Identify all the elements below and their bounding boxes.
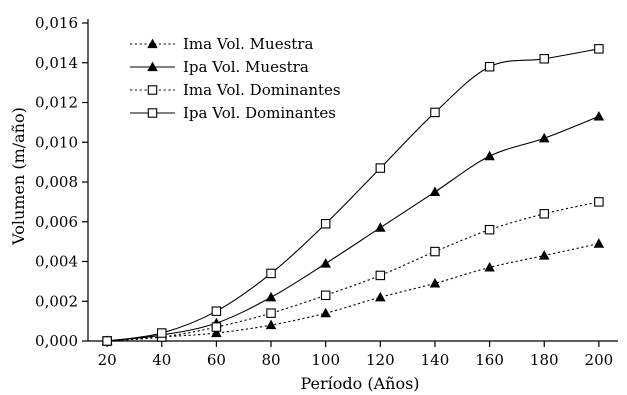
legend-item: Ipa Vol. Muestra (130, 58, 309, 76)
legend-marker (147, 108, 158, 118)
data-point (375, 222, 386, 232)
series-line (107, 201, 599, 342)
y-axis-title: Volumen (m/año) (9, 107, 28, 246)
y-tick-label: 0,016 (35, 14, 78, 32)
data-point (539, 209, 549, 219)
data-point (265, 319, 277, 330)
series-ipa-vol-muestra (101, 110, 605, 346)
series-ima-vol-dominantes (102, 197, 604, 346)
data-point (266, 268, 276, 279)
data-point (320, 218, 331, 229)
x-tick-label: 180 (530, 351, 559, 369)
legend-marker (147, 85, 158, 95)
data-point (538, 132, 550, 143)
x-tick-label: 140 (421, 351, 450, 369)
data-point (430, 107, 440, 118)
legend-label: Ima Vol. Dominantes (183, 81, 341, 99)
data-point (375, 163, 386, 173)
y-tick-label: 0,010 (35, 133, 78, 151)
data-point (484, 262, 495, 272)
data-point (429, 186, 441, 197)
y-tick-label: 0,008 (35, 173, 78, 191)
legend-label: Ipa Vol. Dominantes (183, 104, 336, 122)
legend-marker (147, 61, 158, 72)
y-tick-label: 0,004 (35, 253, 78, 271)
legend-marker (147, 38, 158, 49)
x-tick-label: 80 (261, 351, 280, 369)
chart-axes: 0,000 0,002 0,004 0,006 0,008 0,010 0,012 0,014… (35, 14, 618, 369)
data-point (538, 250, 550, 260)
series-ipa-vol-dominantes (102, 44, 604, 346)
data-point (320, 258, 331, 268)
data-point (539, 54, 549, 64)
series-line (107, 115, 600, 342)
y-tick-label: 0,012 (35, 94, 78, 112)
x-axis-title: Período (Años) (300, 374, 419, 393)
legend-label: Ipa Vol. Muestra (183, 58, 309, 76)
y-tick-label: 0,006 (35, 213, 78, 231)
data-point (594, 197, 604, 207)
data-point (211, 322, 222, 332)
x-tick-label: 200 (585, 351, 614, 369)
x-tick-label: 40 (152, 351, 171, 369)
data-point (593, 110, 605, 121)
data-point (266, 308, 276, 318)
series-line (107, 48, 599, 342)
legend-item: Ipa Vol. Dominantes (130, 104, 336, 122)
data-point (484, 224, 495, 235)
x-tick-label: 120 (366, 351, 395, 369)
chart-series (101, 44, 605, 346)
data-point (429, 277, 441, 288)
data-point (375, 291, 386, 302)
data-point (102, 336, 112, 346)
x-tick-label: 160 (475, 351, 504, 369)
data-point (157, 328, 167, 338)
x-tick-label: 100 (311, 351, 340, 369)
legend-item: Ima Vol. Dominantes (130, 81, 341, 99)
data-point (484, 61, 495, 72)
data-point (375, 270, 386, 281)
data-point (484, 150, 495, 161)
data-point (211, 327, 222, 338)
y-tick-label: 0,014 (35, 54, 78, 72)
data-point (211, 306, 222, 316)
legend-item: Ima Vol. Muestra (130, 35, 313, 53)
y-tick-label: 0,002 (35, 292, 78, 310)
data-point (320, 290, 331, 301)
data-point (320, 307, 331, 318)
x-tick-label: 60 (207, 351, 226, 369)
data-point (430, 246, 440, 257)
legend-label: Ima Vol. Muestra (183, 35, 313, 53)
series-line (107, 243, 599, 342)
chart-legend: Ima Vol. Muestra Ipa Vol. Muestra Ima Vol.… (130, 35, 341, 122)
data-point (265, 291, 277, 302)
series-ima-vol-muestra (101, 238, 605, 346)
x-tick-label: 20 (98, 351, 117, 369)
y-tick-label: 0,000 (35, 332, 78, 350)
data-point (593, 238, 605, 248)
data-point (594, 44, 604, 54)
